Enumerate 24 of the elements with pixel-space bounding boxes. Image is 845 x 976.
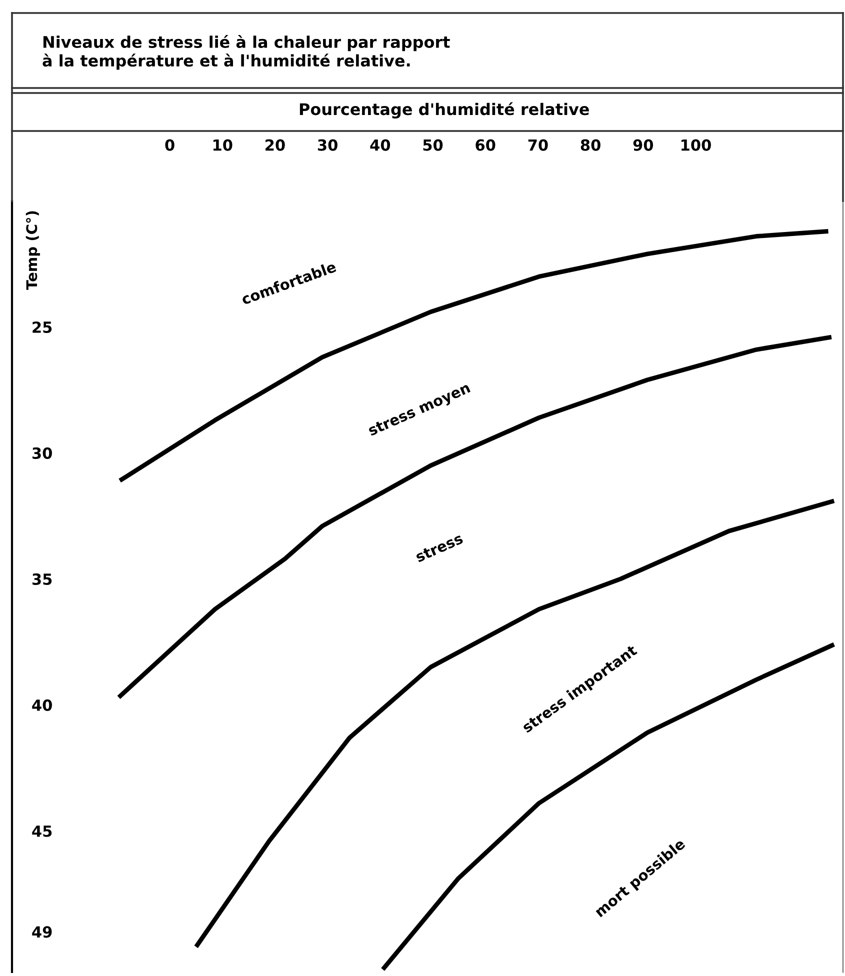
chart-title: Niveaux de stress lié à la chaleur par rapport à la température et à l'humidité relative. [42, 35, 450, 70]
x-tick-label: 100 [682, 139, 711, 151]
x-tick-label: 60 [476, 139, 496, 151]
x-tick-label: 70 [528, 139, 548, 151]
x-tick-label: 40 [370, 139, 390, 151]
y-tick-label: 40 [32, 699, 52, 711]
x-tick-label: 20 [266, 139, 285, 151]
x-tick-label: 30 [318, 139, 338, 151]
x-tick-label: 0 [165, 139, 174, 151]
y-tick-label: 30 [32, 447, 52, 459]
y-tick-label: 35 [32, 573, 52, 585]
y-axis-title: Temp (C°) [26, 211, 40, 290]
y-tick-label: 25 [32, 321, 52, 333]
y-tick-label: 49 [32, 926, 52, 938]
x-axis-title: Pourcentage d'humidité relative [300, 102, 589, 118]
line-series [116, 334, 834, 700]
x-tick-label: 10 [213, 139, 232, 151]
line-series [118, 229, 830, 483]
line-series [194, 498, 836, 950]
line-series [380, 642, 836, 972]
x-tick-label: 80 [580, 139, 600, 151]
x-tick-label: 90 [633, 139, 654, 151]
y-tick-label: 45 [32, 826, 52, 837]
x-tick-label: 50 [423, 139, 443, 151]
